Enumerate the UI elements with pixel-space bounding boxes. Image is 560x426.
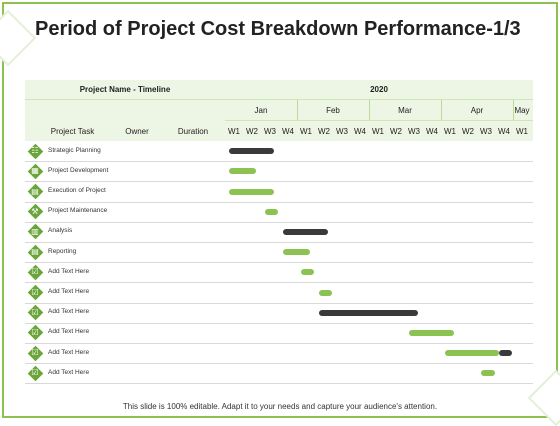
month-divider (441, 100, 442, 120)
week-label: W1 (516, 126, 528, 136)
row-separator (25, 343, 533, 344)
checklist-icon-glyph: ☑ (31, 307, 39, 317)
checklist-icon-glyph: ☑ (31, 368, 39, 378)
month-label-may: May (514, 105, 530, 115)
task-label: Add Text Here (48, 368, 90, 376)
gantt-bar-green (265, 208, 278, 215)
row-separator (25, 242, 533, 243)
document-icon-glyph: ▤ (31, 247, 39, 257)
gantt-bar-green (481, 370, 496, 377)
week-label: W2 (318, 126, 330, 136)
month-label-jan: Jan (254, 105, 268, 115)
row-separator (25, 363, 533, 364)
column-header-owner: Owner (125, 126, 149, 136)
slide-frame (2, 2, 558, 418)
task-label: Add Text Here (48, 288, 90, 295)
week-label: W4 (282, 126, 294, 136)
row-separator (25, 262, 533, 263)
task-label: Project Maintenance (48, 207, 108, 215)
gantt-bar-green (301, 269, 314, 276)
calendar-icon-glyph: ▦ (31, 166, 39, 176)
week-label: W1 (372, 126, 384, 136)
row-separator (25, 282, 533, 283)
gantt-bar-green (283, 249, 310, 256)
task-label: Add Text Here (48, 328, 90, 336)
gantt-bar-green (319, 289, 332, 296)
week-label: W2 (390, 126, 402, 136)
week-label: W1 (444, 126, 456, 136)
month-label-mar: Mar (398, 105, 412, 115)
week-label: W4 (426, 126, 438, 136)
task-label: Analysis (48, 227, 73, 235)
checklist-icon-glyph: ☑ (31, 267, 39, 277)
month-label-feb: Feb (326, 105, 340, 115)
gantt-bar-dark (499, 350, 512, 357)
row-separator (25, 161, 533, 162)
row-separator (25, 303, 533, 304)
task-label: Reporting (48, 247, 77, 255)
task-label: Execution of Project (48, 187, 106, 194)
week-label: W2 (462, 126, 474, 136)
week-label: W1 (228, 126, 240, 136)
week-label: W4 (354, 126, 366, 136)
task-label: Add Text Here (48, 308, 90, 316)
column-header-task: Project Task (50, 126, 95, 136)
header-divider (25, 99, 533, 100)
task-label: Add Text Here (48, 267, 90, 275)
week-label: W3 (336, 126, 348, 136)
row-separator (25, 222, 533, 223)
project-name-timeline-label: Project Name - Timeline (79, 85, 171, 94)
wrench-icon-glyph: ⚒ (31, 206, 39, 216)
row-separator (25, 181, 533, 182)
checklist-icon-glyph: ☑ (31, 348, 39, 358)
month-divider (297, 100, 298, 120)
gantt-bar-green (445, 350, 499, 357)
gantt-bar-dark (283, 228, 328, 235)
month-divider (369, 100, 370, 120)
task-label: Project Development (48, 166, 109, 174)
gantt-bar-dark (229, 148, 274, 155)
chart-icon-glyph: ▥ (31, 226, 39, 236)
row-separator (25, 202, 533, 203)
year-label: 2020 (370, 85, 388, 94)
task-label: Add Text Here (48, 348, 90, 356)
checklist-icon-glyph: ☑ (31, 327, 39, 337)
month-divider (513, 100, 514, 120)
task-label: Strategic Planning (48, 146, 101, 154)
column-header-duration: Duration (177, 126, 209, 136)
gantt-bar-green (409, 329, 454, 336)
row-separator (25, 323, 533, 324)
gantt-bar-dark (319, 309, 418, 316)
checklist-icon-glyph: ☑ (31, 287, 39, 297)
gantt-bar-green (229, 168, 256, 175)
header-band-top (25, 80, 533, 99)
week-label: W2 (246, 126, 258, 136)
page-title: Period of Project Cost Breakdown Perform… (35, 18, 521, 40)
week-label: W3 (264, 126, 276, 136)
row-separator (25, 383, 533, 384)
building-icon-glyph: ▤ (31, 186, 39, 196)
week-label: W4 (498, 126, 510, 136)
week-label: W3 (480, 126, 492, 136)
week-label: W1 (300, 126, 312, 136)
month-week-divider (225, 120, 533, 121)
week-label: W3 (408, 126, 420, 136)
footer-note: This slide is 100% editable. Adapt it to… (122, 402, 438, 411)
month-label-apr: Apr (470, 105, 484, 115)
clipboard-icon-glyph: ☷ (31, 146, 39, 156)
gantt-bar-green (229, 188, 274, 195)
